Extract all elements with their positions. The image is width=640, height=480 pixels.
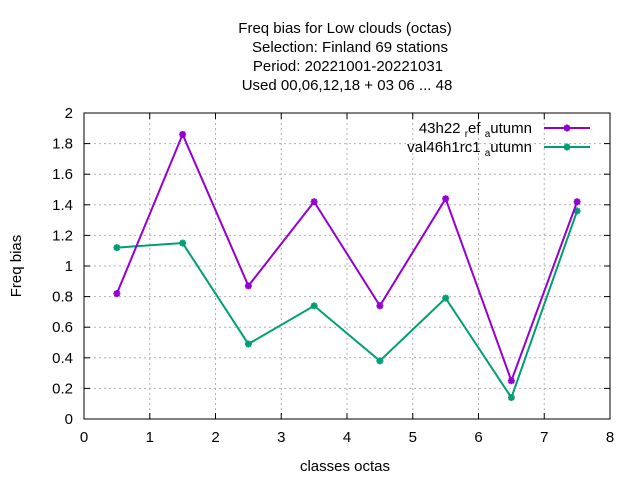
data-point-series-1 bbox=[442, 195, 450, 203]
y-tick-label: 0.2 bbox=[52, 380, 73, 397]
y-axis-label: Freq bias bbox=[8, 235, 25, 298]
y-tick-label: 0.6 bbox=[52, 319, 73, 336]
y-tick-label: 0 bbox=[65, 411, 73, 428]
data-point-series-2 bbox=[179, 239, 187, 247]
data-point-series-1 bbox=[376, 302, 384, 310]
y-tick-label: 1.8 bbox=[52, 136, 73, 153]
legend-label: val46h1rc1 autumn bbox=[407, 139, 532, 159]
chart-title: Freq bias for Low clouds (octas) Selecti… bbox=[238, 20, 452, 94]
plot-frame bbox=[83, 112, 611, 420]
data-point-series-2 bbox=[113, 244, 121, 252]
legend-item-2: val46h1rc1 autumn bbox=[407, 139, 590, 159]
data-point-series-1 bbox=[244, 282, 252, 290]
title-line-2: Selection: Finland 69 stations bbox=[252, 39, 448, 56]
y-tick-label: 2 bbox=[65, 105, 73, 122]
data-point-series-1 bbox=[179, 130, 187, 138]
x-tick-label: 2 bbox=[211, 429, 219, 446]
data-point-series-2 bbox=[507, 394, 515, 402]
data-point-series-1 bbox=[573, 198, 581, 206]
x-tick-label: 0 bbox=[80, 429, 88, 446]
y-tick-label: 1.6 bbox=[52, 166, 73, 183]
x-tick-label: 6 bbox=[474, 429, 482, 446]
data-point-series-1 bbox=[310, 198, 318, 206]
data-point-series-1 bbox=[113, 290, 121, 298]
data-point-series-2 bbox=[244, 340, 252, 348]
y-tick-label: 1.2 bbox=[52, 227, 73, 244]
x-tick-label: 4 bbox=[343, 429, 351, 446]
data-point-series-1 bbox=[507, 377, 515, 385]
title-line-4: Used 00,06,12,18 + 03 06 ... 48 bbox=[242, 77, 453, 94]
x-tick-label: 7 bbox=[540, 429, 548, 446]
data-point-series-2 bbox=[376, 357, 384, 365]
series-2 bbox=[113, 207, 581, 402]
series-line-1 bbox=[115, 131, 579, 384]
y-tick-label: 0.8 bbox=[52, 289, 73, 306]
y-tick-label: 1.4 bbox=[52, 197, 73, 214]
y-tick-label: 1 bbox=[65, 258, 73, 275]
x-tick-label: 3 bbox=[277, 429, 285, 446]
x-tick-label: 8 bbox=[606, 429, 614, 446]
x-tick-label: 1 bbox=[146, 429, 154, 446]
series-line-2 bbox=[116, 210, 579, 400]
data-point-series-2 bbox=[442, 294, 450, 302]
title-line-3: Period: 20221001-20221031 bbox=[253, 58, 443, 75]
legend-marker bbox=[563, 143, 571, 151]
x-axis-label: classes octas bbox=[300, 458, 390, 475]
y-tick-label: 0.4 bbox=[52, 350, 73, 367]
legend-item-1: 43h22 ref autumn bbox=[419, 120, 590, 140]
legend-marker bbox=[563, 124, 571, 132]
series-group bbox=[113, 130, 581, 402]
legend-label: 43h22 ref autumn bbox=[419, 120, 532, 140]
series-1 bbox=[113, 130, 581, 385]
data-point-series-2 bbox=[310, 302, 318, 310]
axis-ticks: 0 1 2 3 4 5 6 7 8 0 0.2 0.4 0.6 0.8 1 1.2 1.4 1.6 1.8 2 bbox=[52, 105, 614, 446]
grid bbox=[84, 113, 610, 419]
title-line-1: Freq bias for Low clouds (octas) bbox=[238, 20, 451, 37]
x-tick-label: 5 bbox=[409, 429, 417, 446]
